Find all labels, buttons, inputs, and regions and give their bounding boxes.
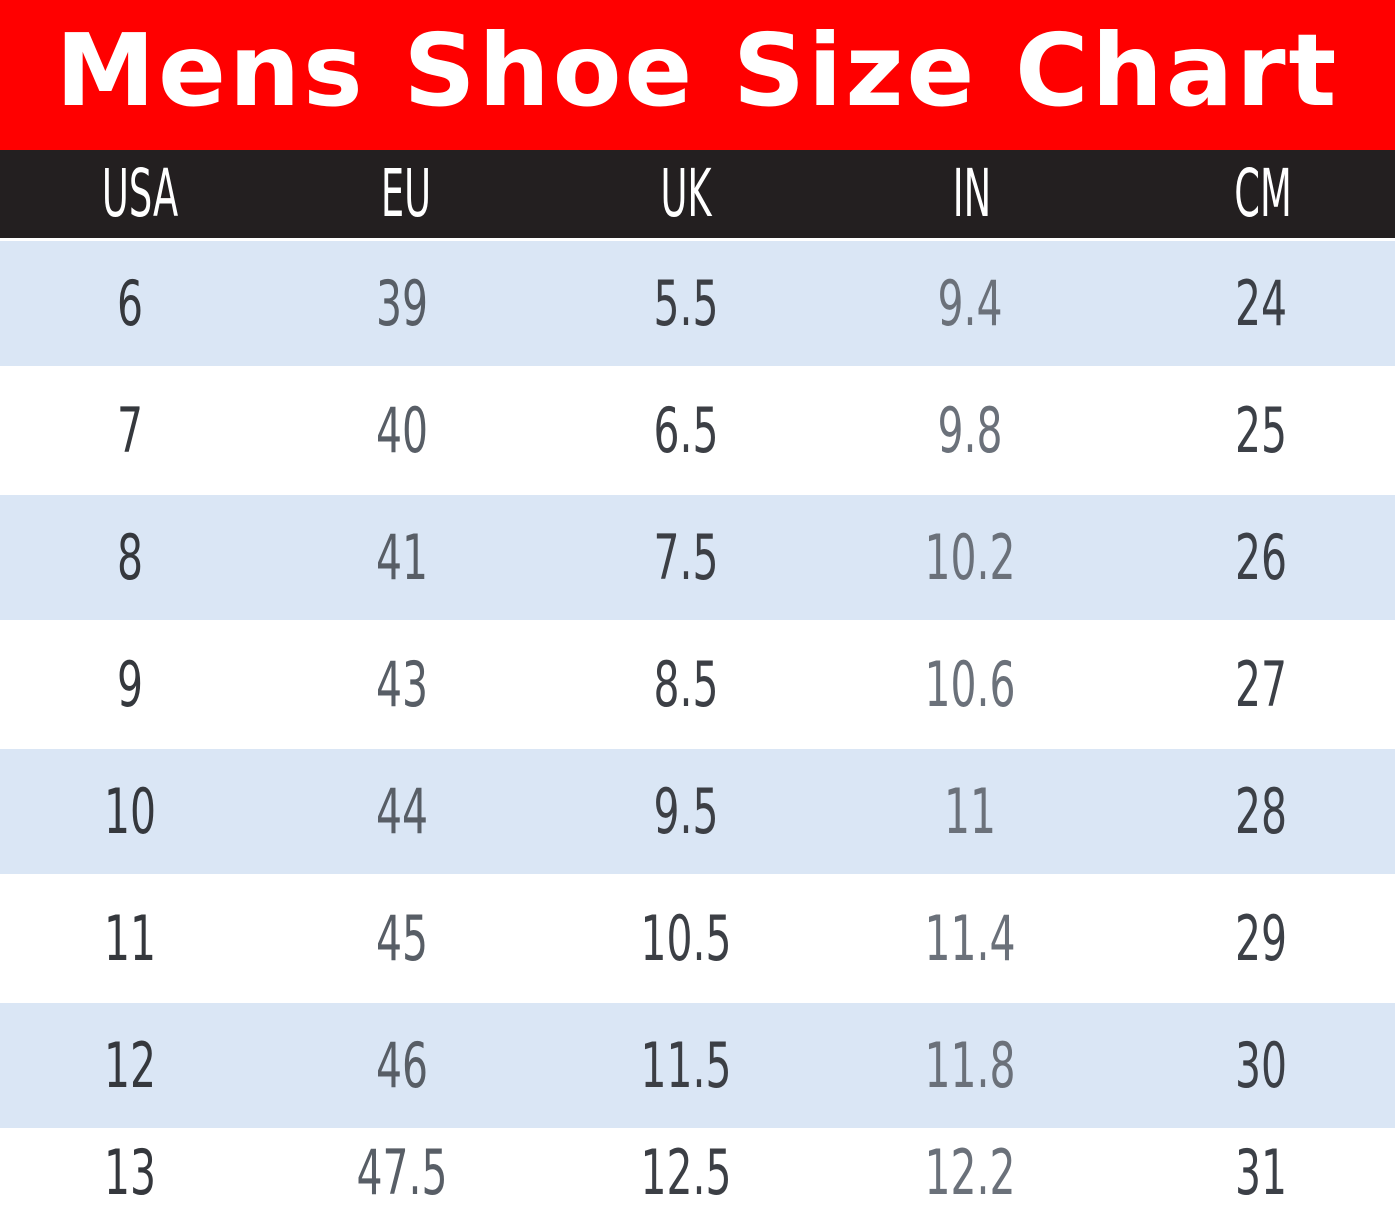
cell-eu: 45	[375, 901, 429, 975]
cell-cm: 29	[1234, 901, 1288, 975]
cell-uk: 8.5	[653, 647, 719, 721]
cell-eu: 43	[375, 647, 429, 721]
column-header-in: IN	[952, 155, 992, 232]
cell-in: 9.4	[937, 266, 1003, 340]
cell-uk: 10.5	[640, 901, 732, 975]
cell-eu: 40	[375, 393, 429, 467]
cell-usa: 6	[116, 266, 144, 340]
cell-in: 11.4	[924, 901, 1016, 975]
column-header-usa: USA	[101, 155, 179, 232]
cell-cm: 25	[1234, 393, 1288, 467]
table-row: 7 40 6.5 9.8 25	[0, 368, 1395, 493]
table-header-row: USA EU UK IN CM	[0, 150, 1395, 238]
column-header-eu: EU	[380, 155, 432, 232]
table-row: 13 47.5 12.5 12.2 31	[0, 1130, 1395, 1216]
column-header-cm: CM	[1234, 155, 1292, 232]
cell-in: 11	[943, 774, 997, 848]
cell-cm: 24	[1234, 266, 1288, 340]
cell-usa: 10	[103, 774, 157, 848]
cell-in: 10.2	[924, 520, 1016, 594]
cell-uk: 12.5	[640, 1136, 732, 1209]
cell-cm: 27	[1234, 647, 1288, 721]
table-row: 8 41 7.5 10.2 26	[0, 495, 1395, 620]
table-row: 9 43 8.5 10.6 27	[0, 622, 1395, 747]
column-header-uk: UK	[660, 155, 712, 232]
cell-uk: 9.5	[653, 774, 719, 848]
cell-in: 10.6	[924, 647, 1016, 721]
cell-in: 11.8	[924, 1028, 1016, 1102]
chart-title: Mens Shoe Size Chart	[55, 12, 1340, 129]
cell-cm: 28	[1234, 774, 1288, 848]
cell-usa: 8	[116, 520, 144, 594]
title-bar: Mens Shoe Size Chart	[0, 0, 1395, 150]
cell-usa: 9	[116, 647, 144, 721]
table-row: 11 45 10.5 11.4 29	[0, 876, 1395, 1001]
cell-eu: 39	[375, 266, 429, 340]
cell-usa: 12	[103, 1028, 157, 1102]
cell-cm: 30	[1234, 1028, 1288, 1102]
cell-uk: 7.5	[653, 520, 719, 594]
cell-usa: 13	[103, 1136, 157, 1209]
cell-usa: 11	[103, 901, 157, 975]
table-row: 10 44 9.5 11 28	[0, 749, 1395, 874]
cell-uk: 5.5	[653, 266, 719, 340]
cell-cm: 26	[1234, 520, 1288, 594]
cell-usa: 7	[116, 393, 144, 467]
cell-eu: 46	[375, 1028, 429, 1102]
table-row: 6 39 5.5 9.4 24	[0, 241, 1395, 366]
cell-eu: 44	[375, 774, 429, 848]
cell-uk: 11.5	[640, 1028, 732, 1102]
cell-cm: 31	[1234, 1136, 1288, 1209]
cell-eu: 47.5	[356, 1136, 448, 1209]
cell-eu: 41	[375, 520, 429, 594]
cell-in: 12.2	[924, 1136, 1016, 1209]
cell-in: 9.8	[937, 393, 1003, 467]
table-row: 12 46 11.5 11.8 30	[0, 1003, 1395, 1128]
cell-uk: 6.5	[653, 393, 719, 467]
